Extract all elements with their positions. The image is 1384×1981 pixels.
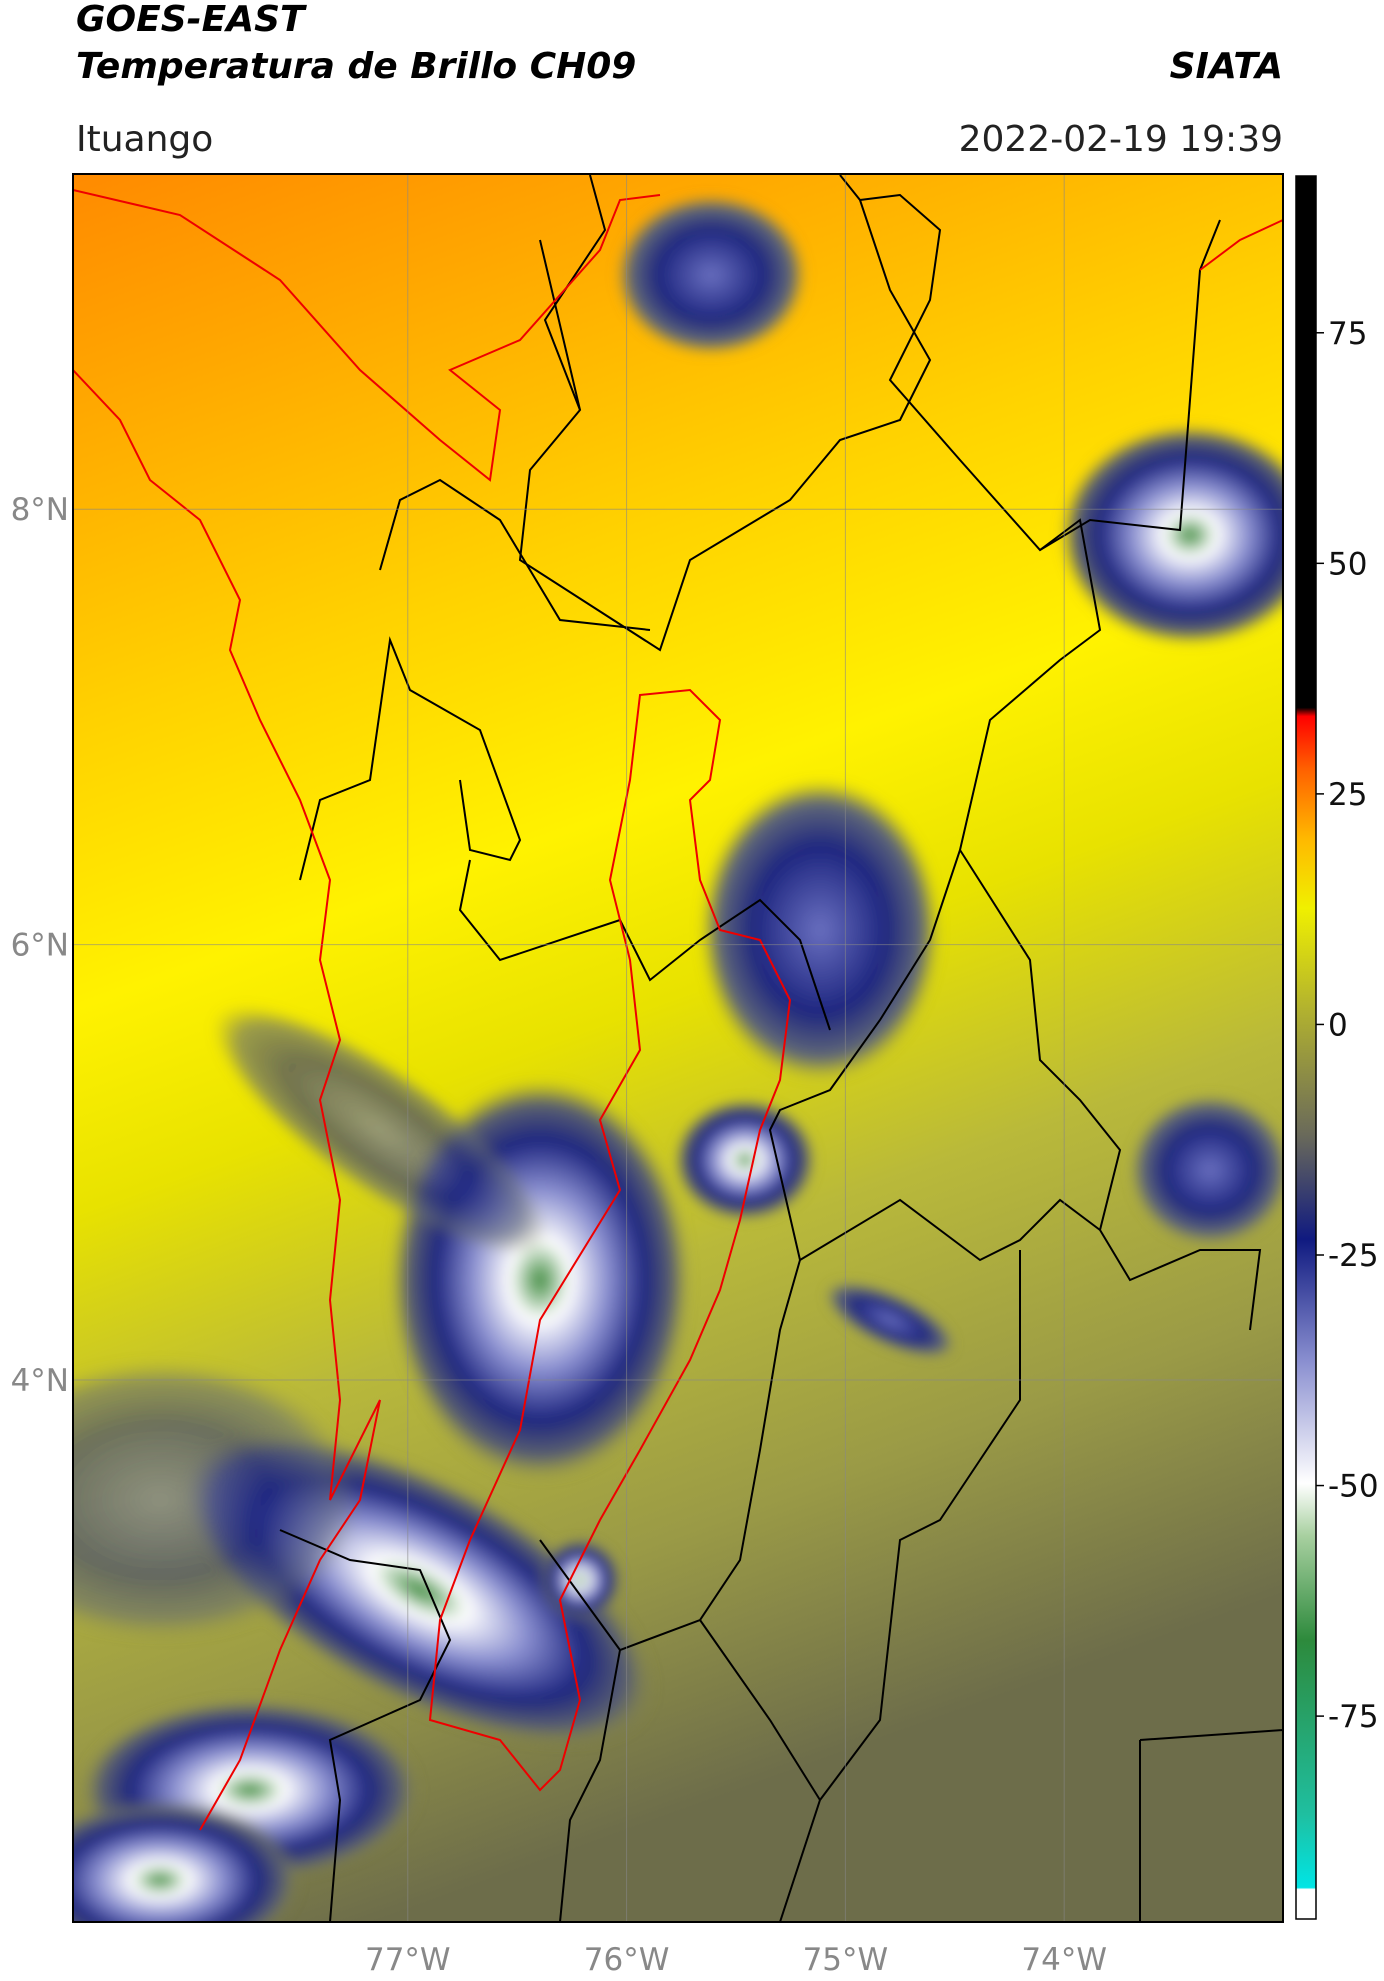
colorbar	[1295, 175, 1317, 1920]
colorbar-tick-label: 25	[1328, 777, 1367, 813]
colorbar-tick-label: -75	[1328, 1699, 1379, 1735]
lon-tick-label: 74°W	[1021, 1942, 1107, 1978]
lon-tick-label: 77°W	[365, 1942, 451, 1978]
title: GOES-EAST	[76, 0, 307, 40]
colorbar-tick-label: 50	[1328, 546, 1367, 582]
lat-tick-label: 4°N	[11, 1363, 69, 1399]
colorbar-tick-label: 75	[1328, 316, 1367, 352]
datetime: 2022-02-19 19:39	[959, 119, 1283, 160]
location: Ituango	[76, 119, 213, 160]
subtitle: Temperatura de Brillo CH09	[76, 46, 636, 87]
lat-tick-label: 6°N	[11, 928, 69, 964]
map-image	[73, 174, 1283, 1922]
colorbar-tick-label: -25	[1328, 1238, 1379, 1274]
lon-tick-label: 75°W	[803, 1942, 889, 1978]
graticule	[73, 174, 1283, 1922]
organization: SIATA	[1170, 46, 1283, 87]
lat-tick-label: 8°N	[11, 492, 69, 528]
lon-tick-label: 76°W	[584, 1942, 670, 1978]
colorbar-tick-label: -50	[1328, 1469, 1379, 1505]
map-frame	[72, 173, 1284, 1923]
colorbar-tick-label: 0	[1328, 1007, 1348, 1043]
